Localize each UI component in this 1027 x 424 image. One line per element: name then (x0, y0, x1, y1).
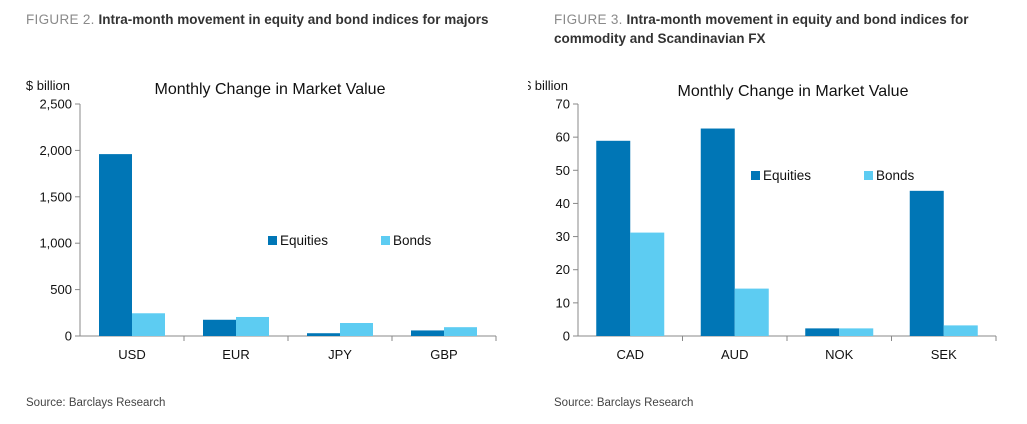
chart-title: Monthly Change in Market Value (155, 81, 386, 98)
legend-swatch-equities (751, 171, 760, 180)
figure-3-panel: FIGURE 3. Intra-month movement in equity… (528, 0, 1027, 424)
y-tick-label: 40 (556, 196, 570, 211)
figure-2-title: Intra-month movement in equity and bond … (98, 12, 489, 27)
x-tick-label: NOK (825, 347, 854, 362)
figure-2-panel: FIGURE 2. Intra-month movement in equity… (0, 0, 500, 424)
legend-label-equities: Equities (280, 233, 328, 248)
figure-3-title: Intra-month movement in equity and bond … (554, 12, 969, 46)
x-tick-label: GBP (430, 347, 457, 362)
y-tick-label: 2,500 (39, 97, 72, 112)
figure-3-chart: Monthly Change in Market Value $ billion 0… (528, 78, 997, 362)
bar-equities-usd (99, 154, 132, 336)
bar-equities-jpy (307, 333, 340, 336)
y-tick-label: 20 (556, 262, 570, 277)
figure-2-chart: Monthly Change in Market Value $ billion 0… (26, 78, 497, 362)
y-tick-label: 500 (50, 282, 72, 297)
x-tick-label: SEK (931, 347, 957, 362)
bar-equities-eur (203, 319, 236, 336)
legend-label-bonds: Bonds (393, 233, 432, 248)
x-tick-label: EUR (222, 347, 249, 362)
figure-2-heading: FIGURE 2. Intra-month movement in equity… (26, 10, 496, 29)
bar-bonds-usd (132, 313, 165, 336)
bar-equities-cad (596, 140, 631, 336)
legend-swatch-equities (268, 236, 277, 245)
y-tick-label: 70 (556, 97, 570, 112)
figure-2-source: Source: Barclays Research (26, 397, 166, 409)
bar-equities-nok (805, 328, 840, 336)
legend-label-equities: Equities (763, 168, 811, 183)
y-tick-label: 0 (563, 329, 570, 344)
bar-bonds-eur (236, 316, 269, 336)
y-tick-label: 30 (556, 229, 570, 244)
bar-bonds-gbp (444, 327, 477, 336)
y-axis-label: $ billion (26, 78, 70, 93)
y-tick-label: 50 (556, 163, 570, 178)
bar-equities-aud (700, 128, 735, 336)
legend-swatch-bonds (381, 236, 390, 245)
x-tick-label: CAD (617, 347, 644, 362)
legend-swatch-bonds (864, 171, 873, 180)
x-tick-label: JPY (328, 347, 352, 362)
figure-3-source: Source: Barclays Research (554, 397, 694, 409)
bar-bonds-cad (630, 232, 665, 336)
y-tick-label: 60 (556, 130, 570, 145)
y-axis-label: $ billion (528, 78, 568, 93)
figure-3-heading: FIGURE 3. Intra-month movement in equity… (554, 10, 1024, 48)
y-tick-label: 10 (556, 295, 570, 310)
figure-3-label: FIGURE 3. (554, 12, 623, 27)
bar-bonds-aud (734, 288, 769, 336)
figure-2-label: FIGURE 2. (26, 12, 95, 27)
y-tick-label: 1,000 (39, 236, 72, 251)
x-tick-label: AUD (721, 347, 748, 362)
bar-bonds-sek (943, 325, 978, 336)
legend-label-bonds: Bonds (876, 168, 915, 183)
chart-title: Monthly Change in Market Value (678, 83, 909, 100)
bar-equities-sek (909, 190, 944, 336)
x-tick-label: USD (118, 347, 145, 362)
bar-bonds-nok (839, 328, 874, 336)
bar-equities-gbp (411, 330, 444, 336)
y-tick-label: 1,500 (39, 189, 72, 204)
y-tick-label: 2,000 (39, 143, 72, 158)
y-tick-label: 0 (65, 329, 72, 344)
bar-bonds-jpy (340, 323, 373, 336)
